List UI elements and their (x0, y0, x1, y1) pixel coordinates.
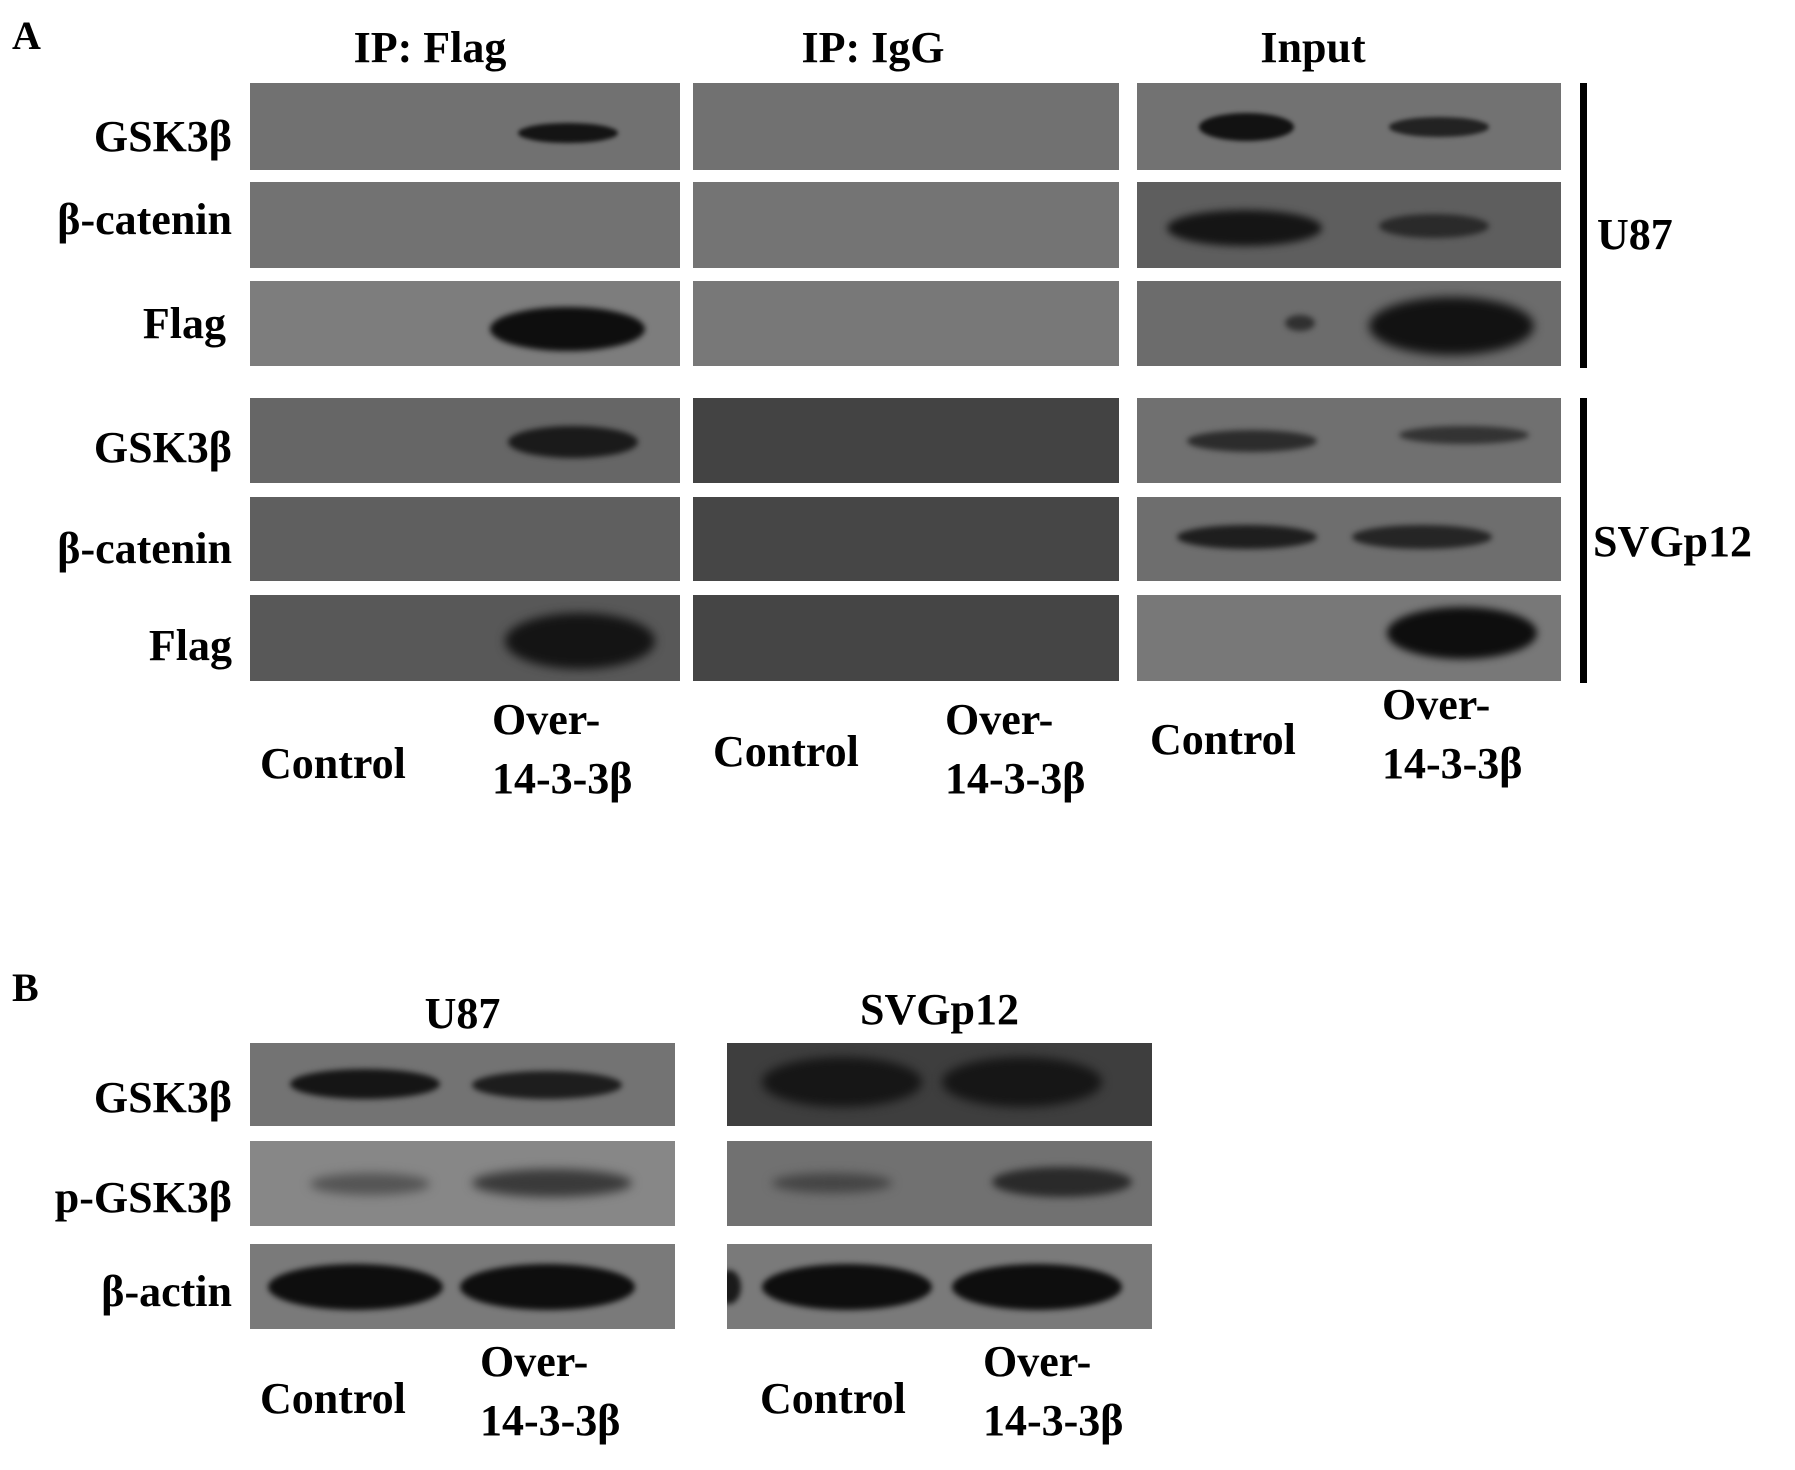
lane-over-line2: 14-3-3β (1382, 738, 1523, 788)
blot-b-svgp12-gsk3b (727, 1043, 1152, 1126)
bracket-svgp12 (1580, 398, 1587, 683)
band (1387, 607, 1537, 659)
blot-ipflag-flag-u87 (250, 281, 680, 366)
blot-ipflag-bcatenin-svgp12 (250, 497, 680, 581)
column-title-u87: U87 (424, 989, 501, 1038)
lane-over-line1: Over- (983, 1337, 1092, 1386)
panel-b-letter: B (12, 965, 39, 1010)
lane-control-b-u87: Control (260, 1374, 406, 1423)
blot-input-flag-svgp12 (1137, 595, 1561, 681)
band (992, 1167, 1132, 1197)
column-title-input: Input (1260, 23, 1366, 72)
band (1379, 214, 1489, 238)
blot-ipflag-gsk3b-svgp12 (250, 398, 680, 483)
column-title-ip-flag: IP: Flag (353, 23, 507, 72)
lane-control-ipigg: Control (713, 727, 859, 776)
band (490, 307, 645, 351)
lane-over-line1: Over- (1382, 680, 1491, 729)
blot-ipigg-bcatenin-svgp12 (693, 497, 1119, 581)
band (1177, 525, 1317, 549)
band (772, 1173, 892, 1193)
row-label-gsk3b-svgp12: GSK3β (93, 423, 232, 472)
blot-ipigg-flag-u87 (693, 281, 1119, 366)
row-label-b-actin-b: β-actin (101, 1267, 232, 1316)
lane-over-input: Over- 14-3-3β (1382, 680, 1523, 789)
blot-b-u87-pgsk3b (250, 1141, 675, 1226)
lane-over-line2: 14-3-3β (983, 1395, 1124, 1445)
blot-input-bcatenin-u87 (1137, 182, 1561, 268)
lane-over-line1: Over- (945, 695, 1054, 744)
band (952, 1264, 1122, 1310)
band (1187, 430, 1317, 452)
lane-over-b-svgp12: Over- 14-3-3β (983, 1337, 1124, 1446)
blot-ipflag-gsk3b-u87 (250, 83, 680, 170)
lane-over-line2: 14-3-3β (480, 1395, 621, 1445)
blot-ipigg-gsk3b-u87 (693, 83, 1119, 170)
lane-control-input: Control (1150, 715, 1296, 764)
row-label-b-catenin-svgp12: β-catenin (57, 524, 232, 573)
row-label-p-gsk3b-b: p-GSK3β (54, 1173, 232, 1222)
band (1389, 117, 1489, 137)
band (310, 1173, 430, 1195)
lane-over-b-u87: Over- 14-3-3β (480, 1337, 621, 1446)
lane-over-line2: 14-3-3β (492, 753, 633, 803)
lane-over-line2: 14-3-3β (945, 753, 1086, 803)
band (268, 1264, 443, 1310)
band (472, 1169, 632, 1197)
cell-label-u87: U87 (1597, 210, 1673, 259)
blot-input-flag-u87 (1137, 281, 1561, 366)
band (1399, 426, 1529, 444)
blot-input-gsk3b-u87 (1137, 83, 1561, 170)
blot-ipigg-flag-svgp12 (693, 595, 1119, 681)
blot-b-svgp12-bactin (727, 1244, 1152, 1329)
lane-over-line1: Over- (492, 695, 601, 744)
row-label-flag-svgp12: Flag (148, 621, 232, 670)
bracket-u87 (1580, 83, 1587, 368)
column-title-ip-igg: IP: IgG (801, 23, 945, 72)
band (1199, 113, 1294, 141)
blot-b-svgp12-pgsk3b (727, 1141, 1152, 1226)
band (505, 613, 655, 669)
blot-ipigg-gsk3b-svgp12 (693, 398, 1119, 483)
lane-control-ipflag: Control (260, 739, 406, 788)
lane-over-line1: Over- (480, 1337, 589, 1386)
band (762, 1057, 922, 1107)
band (472, 1071, 622, 1099)
band (727, 1270, 741, 1304)
band (508, 426, 638, 458)
lane-over-ipigg: Over- 14-3-3β (945, 695, 1086, 804)
blot-ipflag-flag-svgp12 (250, 595, 680, 681)
blot-b-u87-gsk3b (250, 1043, 675, 1126)
row-label-b-catenin-u87: β-catenin (57, 195, 232, 244)
blot-b-u87-bactin (250, 1244, 675, 1329)
band (290, 1069, 440, 1099)
lane-control-b-svgp12: Control (760, 1374, 906, 1423)
band (1285, 315, 1315, 331)
band (1167, 210, 1322, 246)
panel-a-letter: A (12, 13, 41, 58)
blot-ipigg-bcatenin-u87 (693, 182, 1119, 268)
cell-label-svgp12: SVGp12 (1593, 517, 1752, 566)
lane-over-ipflag: Over- 14-3-3β (492, 695, 633, 804)
band (460, 1264, 635, 1310)
band (1369, 297, 1534, 355)
band (518, 123, 618, 143)
row-label-gsk3b-b: GSK3β (93, 1073, 232, 1122)
blot-ipflag-bcatenin-u87 (250, 182, 680, 268)
band (1352, 525, 1492, 549)
row-label-gsk3b-u87: GSK3β (93, 112, 232, 161)
row-label-flag-u87: Flag (142, 299, 226, 348)
band (762, 1264, 932, 1310)
blot-input-gsk3b-svgp12 (1137, 398, 1561, 483)
band (942, 1057, 1102, 1107)
blot-input-bcatenin-svgp12 (1137, 497, 1561, 581)
column-title-svgp12: SVGp12 (860, 985, 1019, 1034)
